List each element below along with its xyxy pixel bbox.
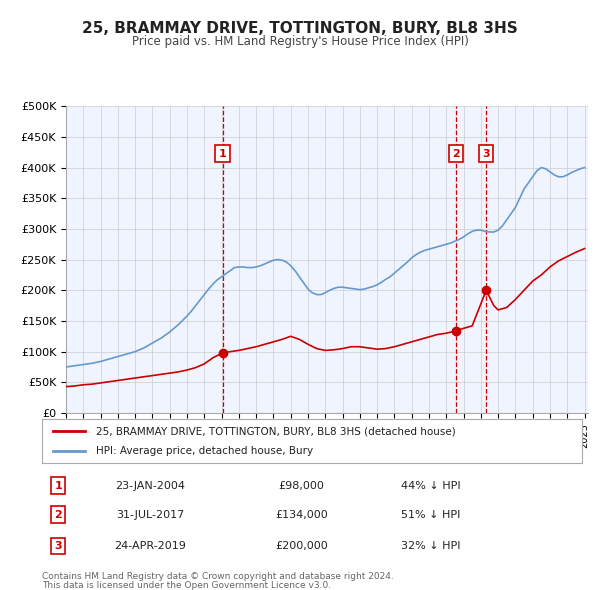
Text: 3: 3	[55, 541, 62, 551]
Text: 25, BRAMMAY DRIVE, TOTTINGTON, BURY, BL8 3HS (detached house): 25, BRAMMAY DRIVE, TOTTINGTON, BURY, BL8…	[96, 427, 456, 436]
Text: 1: 1	[219, 149, 226, 159]
Text: 1: 1	[55, 481, 62, 490]
Text: 25, BRAMMAY DRIVE, TOTTINGTON, BURY, BL8 3HS: 25, BRAMMAY DRIVE, TOTTINGTON, BURY, BL8…	[82, 21, 518, 35]
Text: HPI: Average price, detached house, Bury: HPI: Average price, detached house, Bury	[96, 446, 313, 455]
Text: Price paid vs. HM Land Registry's House Price Index (HPI): Price paid vs. HM Land Registry's House …	[131, 35, 469, 48]
Text: 3: 3	[482, 149, 490, 159]
Text: Contains HM Land Registry data © Crown copyright and database right 2024.: Contains HM Land Registry data © Crown c…	[42, 572, 394, 581]
Text: £134,000: £134,000	[275, 510, 328, 520]
Text: This data is licensed under the Open Government Licence v3.0.: This data is licensed under the Open Gov…	[42, 581, 331, 590]
Text: 23-JAN-2004: 23-JAN-2004	[115, 481, 185, 490]
Text: £200,000: £200,000	[275, 541, 328, 551]
Text: 32% ↓ HPI: 32% ↓ HPI	[401, 541, 461, 551]
Text: 2: 2	[452, 149, 460, 159]
Text: 24-APR-2019: 24-APR-2019	[114, 541, 186, 551]
Text: 31-JUL-2017: 31-JUL-2017	[116, 510, 184, 520]
Text: £98,000: £98,000	[278, 481, 324, 490]
Text: 44% ↓ HPI: 44% ↓ HPI	[401, 481, 461, 490]
Text: 2: 2	[55, 510, 62, 520]
Text: 51% ↓ HPI: 51% ↓ HPI	[401, 510, 460, 520]
